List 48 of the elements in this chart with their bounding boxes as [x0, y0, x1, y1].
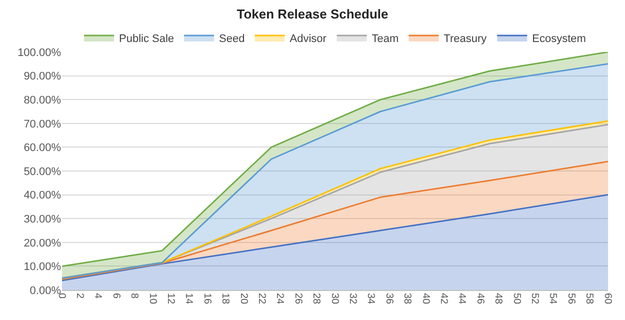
x-tick-label: 4: [92, 293, 104, 299]
legend-label: Public Sale: [119, 32, 174, 45]
x-tick-label: 56: [565, 293, 576, 305]
x-tick-label: 34: [365, 293, 376, 305]
y-tick-label: 50.00%: [24, 166, 62, 178]
x-tick-label: 50: [510, 293, 522, 305]
x-tick-label: 20: [238, 293, 249, 305]
legend-label: Seed: [219, 32, 245, 45]
x-tick-label: 48: [492, 293, 504, 305]
y-tick-label: 30.00%: [24, 213, 62, 226]
x-tick-label: 28: [310, 293, 322, 305]
x-tick-label: 12: [164, 293, 176, 305]
x-tick-label: 44: [456, 293, 468, 305]
chart-title: Token Release Schedule: [236, 6, 388, 22]
x-tick-label: 52: [528, 293, 540, 305]
x-tick-label: 36: [383, 293, 394, 305]
y-tick-label: 70.00%: [24, 118, 62, 130]
x-tick-label: 0: [56, 293, 67, 299]
y-tick-label: 80.00%: [24, 94, 62, 106]
x-tick-label: 22: [256, 293, 267, 305]
x-tick-label: 10: [146, 293, 158, 305]
x-tick-label: 40: [420, 293, 431, 305]
x-tick-label: 54: [547, 293, 558, 305]
x-tick-label: 14: [183, 293, 194, 305]
x-tick-label: 60: [602, 293, 613, 305]
x-tick-label: 46: [474, 293, 486, 305]
legend-label: Treasury: [444, 32, 488, 45]
y-tick-label: 100.00%: [18, 46, 62, 59]
x-tick-label: 30: [328, 293, 340, 305]
x-tick-label: 38: [402, 293, 413, 305]
y-tick-label: 40.00%: [24, 190, 62, 202]
x-tick-label: 18: [220, 293, 231, 305]
x-tick-label: 6: [110, 293, 122, 299]
y-tick-label: 20.00%: [24, 237, 62, 250]
x-tick-label: 2: [74, 293, 85, 299]
x-tick-label: 58: [584, 293, 595, 305]
x-tick-label: 8: [128, 293, 140, 299]
y-tick-label: 90.00%: [24, 70, 62, 83]
x-tick-label: 24: [274, 293, 286, 305]
legend-label: Team: [372, 32, 399, 45]
x-tick-label: 42: [438, 293, 449, 305]
x-tick-label: 26: [292, 293, 304, 305]
legend-label: Ecosystem: [532, 32, 586, 45]
y-tick-label: 10.00%: [24, 261, 62, 274]
legend-label: Advisor: [290, 32, 327, 45]
x-tick-label: 16: [201, 293, 212, 305]
x-tick-label: 32: [346, 293, 358, 305]
y-tick-label: 60.00%: [24, 142, 62, 154]
